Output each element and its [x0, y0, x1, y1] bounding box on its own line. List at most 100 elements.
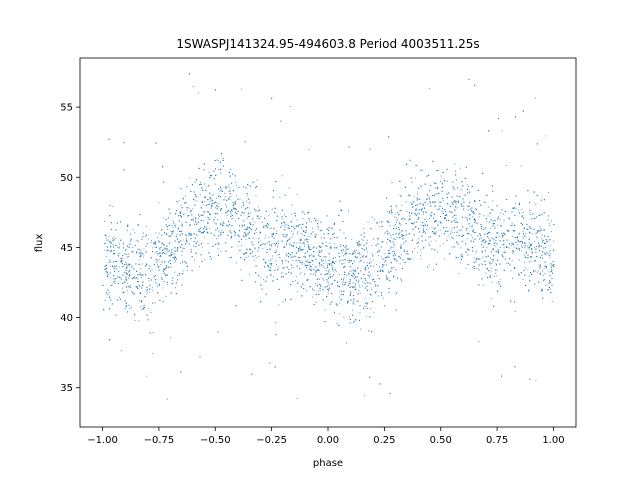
scatter-point — [123, 169, 125, 171]
scatter-point — [452, 216, 454, 218]
scatter-point — [391, 208, 393, 210]
scatter-point — [496, 205, 498, 207]
scatter-point — [292, 256, 294, 258]
scatter-point — [375, 284, 377, 285]
scatter-point — [434, 227, 436, 229]
scatter-point — [123, 243, 124, 245]
scatter-point — [140, 249, 142, 251]
scatter-point — [146, 375, 148, 377]
scatter-point — [471, 224, 473, 226]
scatter-point — [291, 236, 293, 238]
scatter-point — [108, 292, 110, 294]
scatter-point — [377, 237, 379, 239]
scatter-point — [167, 261, 169, 263]
scatter-point — [297, 231, 299, 233]
scatter-point — [367, 282, 369, 284]
scatter-point — [371, 289, 373, 290]
scatter-point — [463, 205, 465, 207]
scatter-point — [337, 285, 339, 287]
scatter-point — [305, 229, 307, 231]
scatter-point — [139, 259, 141, 261]
scatter-point — [502, 256, 504, 257]
scatter-point — [124, 253, 126, 255]
scatter-point — [118, 283, 119, 285]
scatter-point — [165, 268, 167, 269]
scatter-point — [176, 239, 178, 241]
scatter-point — [421, 208, 423, 210]
scatter-point — [500, 225, 502, 226]
scatter-point — [388, 270, 389, 272]
scatter-point — [289, 254, 291, 256]
scatter-point — [500, 285, 502, 287]
scatter-point — [228, 190, 230, 192]
scatter-point — [228, 196, 230, 198]
scatter-point — [364, 297, 366, 299]
scatter-point — [272, 196, 274, 198]
scatter-point — [489, 262, 491, 264]
scatter-point — [267, 242, 269, 244]
scatter-point — [436, 208, 438, 210]
scatter-point — [258, 255, 260, 257]
scatter-point — [353, 320, 355, 322]
scatter-point — [170, 253, 172, 255]
scatter-point — [547, 289, 549, 291]
scatter-point — [301, 263, 303, 265]
scatter-point — [465, 243, 467, 245]
scatter-point — [432, 195, 434, 196]
scatter-point — [351, 286, 353, 288]
scatter-point — [131, 250, 133, 252]
scatter-point — [317, 269, 319, 271]
scatter-point — [387, 211, 388, 213]
scatter-point — [258, 246, 260, 248]
scatter-point — [276, 263, 277, 265]
scatter-point — [359, 292, 361, 294]
scatter-point — [522, 224, 524, 226]
scatter-point — [522, 212, 524, 214]
scatter-point — [328, 269, 330, 271]
scatter-point — [326, 215, 328, 217]
scatter-point — [524, 247, 526, 249]
scatter-point — [140, 268, 142, 269]
scatter-point — [449, 233, 451, 235]
scatter-point — [194, 204, 196, 206]
scatter-point — [206, 186, 208, 188]
scatter-point — [411, 181, 413, 183]
scatter-point — [342, 255, 344, 257]
scatter-point — [145, 274, 147, 276]
scatter-point — [252, 224, 254, 226]
scatter-point — [161, 229, 163, 231]
scatter-point — [370, 274, 372, 276]
scatter-point — [152, 353, 154, 354]
scatter-point — [195, 243, 197, 245]
scatter-point — [282, 301, 284, 303]
scatter-point — [182, 270, 184, 272]
scatter-point — [110, 265, 112, 267]
scatter-point — [409, 258, 411, 260]
scatter-point — [551, 301, 553, 303]
scatter-point — [252, 219, 254, 221]
scatter-point — [341, 249, 342, 251]
scatter-point — [226, 210, 228, 212]
scatter-point — [282, 261, 283, 263]
scatter-point — [172, 277, 174, 279]
scatter-point — [302, 218, 304, 220]
scatter-point — [432, 231, 433, 233]
scatter-point — [491, 185, 493, 187]
scatter-point — [226, 199, 228, 201]
scatter-point — [395, 309, 397, 311]
scatter-point — [361, 248, 363, 249]
scatter-point — [493, 242, 495, 244]
scatter-point — [149, 332, 151, 334]
scatter-point — [408, 258, 410, 260]
scatter-point — [484, 227, 486, 229]
scatter-point — [114, 265, 115, 267]
scatter-point — [268, 237, 270, 238]
scatter-point — [109, 241, 111, 243]
scatter-point — [381, 241, 383, 243]
scatter-point — [549, 288, 551, 290]
scatter-point — [372, 259, 374, 261]
scatter-point — [422, 207, 424, 209]
scatter-point — [120, 278, 122, 280]
scatter-point — [152, 331, 154, 333]
scatter-point — [335, 261, 337, 262]
